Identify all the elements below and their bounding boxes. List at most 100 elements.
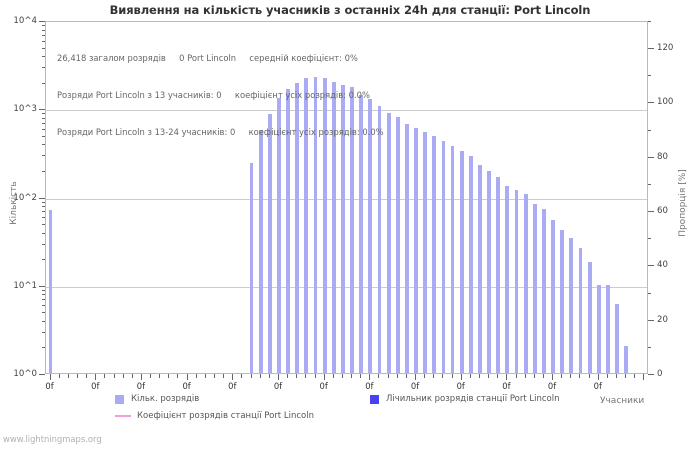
chart-legend: Кільк. розрядів Лічильник розрядів станці… bbox=[0, 392, 700, 432]
x-tick-minor bbox=[113, 374, 115, 378]
y-tick-label: 10^0 bbox=[13, 369, 37, 379]
x-tick-minor bbox=[387, 374, 389, 378]
legend-color-swatch bbox=[370, 394, 379, 404]
y-tick-major bbox=[39, 374, 45, 375]
x-tick-major bbox=[597, 374, 599, 380]
y-tick-minor bbox=[42, 206, 45, 208]
y-tick-minor bbox=[42, 29, 45, 31]
y-tick-label: 10^3 bbox=[13, 104, 37, 115]
y2-tick-major bbox=[648, 265, 654, 267]
y-tick-minor bbox=[42, 305, 45, 307]
y-axis-right-title: Пропорція [%] bbox=[678, 169, 688, 237]
x-tick-minor bbox=[424, 374, 426, 378]
bar bbox=[414, 127, 418, 373]
x-tick-label: 0f bbox=[45, 381, 54, 391]
bar bbox=[386, 113, 391, 373]
x-tick-minor bbox=[287, 374, 289, 378]
y2-tick-label: 0 bbox=[657, 369, 663, 379]
y-tick-minor bbox=[42, 56, 45, 58]
y2-tick-major bbox=[648, 374, 654, 375]
bar bbox=[331, 81, 336, 373]
y2-tick-major bbox=[648, 319, 654, 321]
y-tick-minor bbox=[42, 232, 45, 234]
x-tick-minor bbox=[314, 374, 316, 378]
bar bbox=[551, 220, 555, 373]
y-tick-minor bbox=[42, 34, 45, 36]
bar bbox=[48, 210, 53, 373]
x-tick-minor bbox=[396, 374, 398, 378]
x-tick-minor bbox=[131, 374, 133, 378]
x-tick-minor bbox=[332, 374, 334, 378]
x-tick-major bbox=[277, 374, 279, 380]
y2-tick-minor bbox=[648, 238, 651, 240]
x-tick-minor bbox=[223, 374, 225, 378]
y-tick-minor bbox=[42, 217, 45, 219]
y-tick-minor bbox=[42, 170, 45, 172]
x-tick-minor bbox=[451, 374, 453, 378]
y-tick-label: 10^2 bbox=[13, 192, 37, 203]
x-tick-minor bbox=[478, 374, 480, 378]
y-tick-minor bbox=[42, 40, 45, 42]
y-tick-minor bbox=[42, 122, 45, 124]
y2-tick-major bbox=[648, 211, 654, 213]
bars-layer bbox=[46, 22, 647, 373]
bar bbox=[496, 177, 501, 373]
y-tick-minor bbox=[42, 224, 45, 226]
legend-label: Кільк. розрядів bbox=[131, 394, 200, 404]
y2-tick-major bbox=[648, 102, 654, 104]
bar bbox=[587, 262, 592, 373]
legend-item[interactable]: Кільк. розрядів bbox=[115, 394, 199, 404]
x-tick-minor bbox=[542, 374, 544, 378]
y-tick-minor bbox=[42, 259, 45, 261]
legend-item[interactable]: Коефіцієнт розрядів станції Port Lincoln bbox=[115, 411, 314, 421]
x-tick-major bbox=[460, 374, 462, 380]
y2-tick-minor bbox=[648, 183, 651, 185]
y-tick-minor bbox=[42, 201, 45, 203]
x-tick-major bbox=[369, 374, 371, 380]
x-tick-minor bbox=[58, 374, 60, 378]
bar bbox=[277, 98, 281, 373]
x-tick-major bbox=[643, 374, 645, 380]
bar bbox=[478, 164, 482, 373]
x-tick-minor bbox=[76, 374, 78, 378]
info-line-13: Розряди Port Lincoln з 13 учасників: 0 к… bbox=[57, 90, 370, 101]
y-tick-major bbox=[39, 197, 45, 199]
x-tick-minor bbox=[524, 374, 526, 378]
y-tick-major bbox=[39, 109, 45, 111]
bar bbox=[359, 94, 364, 373]
gridline bbox=[46, 110, 647, 112]
legend-item[interactable]: Лічильник розрядів станції Port Lincoln bbox=[370, 394, 560, 404]
bar bbox=[624, 346, 629, 373]
bar bbox=[459, 150, 464, 373]
x-tick-major bbox=[95, 374, 97, 380]
x-tick-label: 0f bbox=[547, 381, 557, 391]
y-tick-minor bbox=[42, 155, 45, 157]
x-tick-major bbox=[140, 374, 142, 380]
x-tick-label: 0f bbox=[365, 381, 374, 391]
bar bbox=[377, 106, 382, 373]
bar bbox=[450, 146, 455, 373]
x-tick-label: 0f bbox=[319, 381, 328, 391]
bar bbox=[615, 304, 619, 373]
bar bbox=[542, 209, 546, 373]
bar bbox=[441, 140, 446, 373]
x-tick-minor bbox=[405, 374, 407, 378]
y-tick-minor bbox=[42, 144, 45, 146]
x-tick-minor bbox=[351, 374, 353, 378]
gridline bbox=[46, 198, 647, 200]
y-tick-minor bbox=[42, 82, 45, 84]
y-tick-minor bbox=[42, 117, 45, 119]
x-tick-minor bbox=[515, 374, 517, 378]
x-tick-minor bbox=[259, 374, 261, 378]
x-tick-minor bbox=[488, 374, 490, 378]
y-tick-minor bbox=[42, 135, 45, 137]
x-tick-label: 0f bbox=[410, 381, 420, 391]
y2-tick-label: 120 bbox=[657, 43, 674, 54]
bar bbox=[313, 77, 318, 373]
x-tick-label: 0f bbox=[91, 381, 100, 391]
bar bbox=[341, 85, 345, 373]
y-tick-minor bbox=[42, 299, 45, 301]
x-tick-major bbox=[49, 374, 51, 380]
x-tick-minor bbox=[104, 374, 106, 378]
y-tick-minor bbox=[42, 67, 45, 69]
